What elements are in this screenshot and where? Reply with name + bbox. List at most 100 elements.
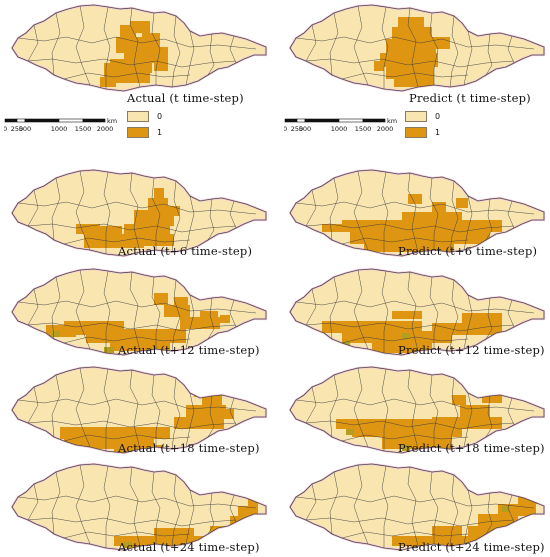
class1-cell: [202, 395, 222, 407]
province-boundary: [295, 201, 535, 215]
province-boundary: [129, 466, 141, 547]
panel-caption: Actual (t+12 time-step): [118, 343, 260, 357]
province-boundary: [129, 271, 141, 352]
panel-caption: Actual (t time-step): [127, 91, 244, 105]
scale-unit: km: [107, 117, 117, 125]
class1-cell: [432, 417, 502, 429]
province-boundary: [51, 12, 61, 76]
province-boundary: [429, 471, 439, 544]
legend-swatch: [405, 111, 427, 122]
province-boundary: [305, 24, 317, 62]
country-outline: [289, 268, 545, 356]
scale-segment: [58, 118, 84, 123]
province-boundary: [229, 299, 237, 328]
province-boundary: [229, 397, 237, 426]
class1-cell: [380, 53, 438, 67]
province-boundary: [151, 374, 161, 447]
province-boundary: [305, 58, 515, 68]
province-boundary: [63, 72, 191, 80]
province-boundary: [207, 492, 215, 535]
province-boundary: [485, 297, 493, 340]
legend-label: 0: [435, 112, 441, 121]
class1-cell: [104, 63, 116, 79]
province-boundary: [103, 270, 111, 353]
province-boundary: [305, 386, 317, 424]
province-boundary: [305, 189, 317, 227]
province-boundary: [407, 7, 419, 88]
class1-cell: [248, 496, 258, 510]
class1-cell: [164, 305, 190, 317]
class1-cell: [154, 47, 168, 71]
class1-cell: [60, 427, 170, 439]
class1-cell: [392, 536, 492, 546]
class1-cell: [214, 409, 234, 419]
choropleth-map: [288, 168, 546, 258]
class1-cell: [220, 315, 230, 323]
scale-tick-label: 2000: [97, 125, 114, 133]
scale-tick-label: 1500: [75, 125, 92, 133]
province-boundary: [151, 471, 161, 544]
scale-tick-label: 2000: [377, 125, 394, 133]
class1-cell: [456, 198, 468, 208]
scale-segment: [296, 118, 306, 123]
panel-caption: Predict (t time-step): [409, 91, 531, 105]
province-boundary: [329, 276, 339, 340]
province-boundary: [407, 466, 419, 547]
scale-tick-label: 500: [19, 125, 31, 133]
country-outline: [11, 366, 267, 454]
olive-cell: [402, 445, 410, 451]
scale-unit: km: [387, 117, 397, 125]
province-boundary: [507, 494, 515, 523]
country-outline: [11, 268, 267, 356]
province-boundary: [207, 395, 215, 438]
province-boundary: [507, 397, 515, 426]
choropleth-map: [288, 365, 546, 455]
olive-cell: [346, 429, 354, 435]
country-outline: [289, 4, 545, 92]
country-outline: [11, 169, 267, 257]
province-boundary: [305, 322, 515, 332]
province-boundary: [341, 72, 469, 80]
province-boundary: [429, 177, 439, 250]
scale-segment: [24, 118, 60, 123]
scale-tick-label: 1000: [331, 125, 348, 133]
scale-segment: [4, 118, 18, 123]
country-outline: [289, 169, 545, 257]
class1-cell: [386, 39, 436, 55]
class1-cell: [432, 202, 446, 212]
province-boundary: [295, 36, 535, 50]
class1-cell: [322, 224, 342, 232]
province-boundary: [353, 464, 369, 545]
province-boundary: [103, 465, 111, 548]
class1-cell: [394, 77, 424, 87]
province-boundary: [329, 471, 339, 535]
province-boundary: [295, 398, 535, 412]
province-boundary: [381, 368, 389, 451]
class1-cell: [382, 437, 452, 449]
province-boundary: [17, 201, 257, 215]
class1-cell: [432, 526, 462, 536]
scale-tick-label: 0: [4, 125, 7, 133]
province-boundary: [103, 171, 111, 254]
province-boundary: [75, 367, 91, 448]
olive-cell: [104, 347, 114, 353]
scale-segment: [16, 118, 26, 123]
province-boundary: [305, 420, 515, 430]
panel-caption: Predict (t+18 time-step): [398, 441, 545, 455]
province-boundary: [27, 223, 237, 233]
province-boundary: [507, 299, 515, 328]
class1-cell: [460, 405, 490, 419]
class1-cell: [462, 313, 502, 323]
province-boundary: [341, 531, 469, 539]
province-boundary: [51, 374, 61, 438]
province-boundary: [485, 33, 493, 76]
scale-segment: [284, 118, 298, 123]
province-boundary: [407, 172, 419, 253]
province-boundary: [63, 237, 191, 245]
class1-cell: [432, 37, 450, 49]
province-boundary: [295, 300, 535, 314]
class1-cell: [154, 188, 164, 200]
province-boundary: [485, 198, 493, 241]
class1-cell: [230, 516, 254, 526]
